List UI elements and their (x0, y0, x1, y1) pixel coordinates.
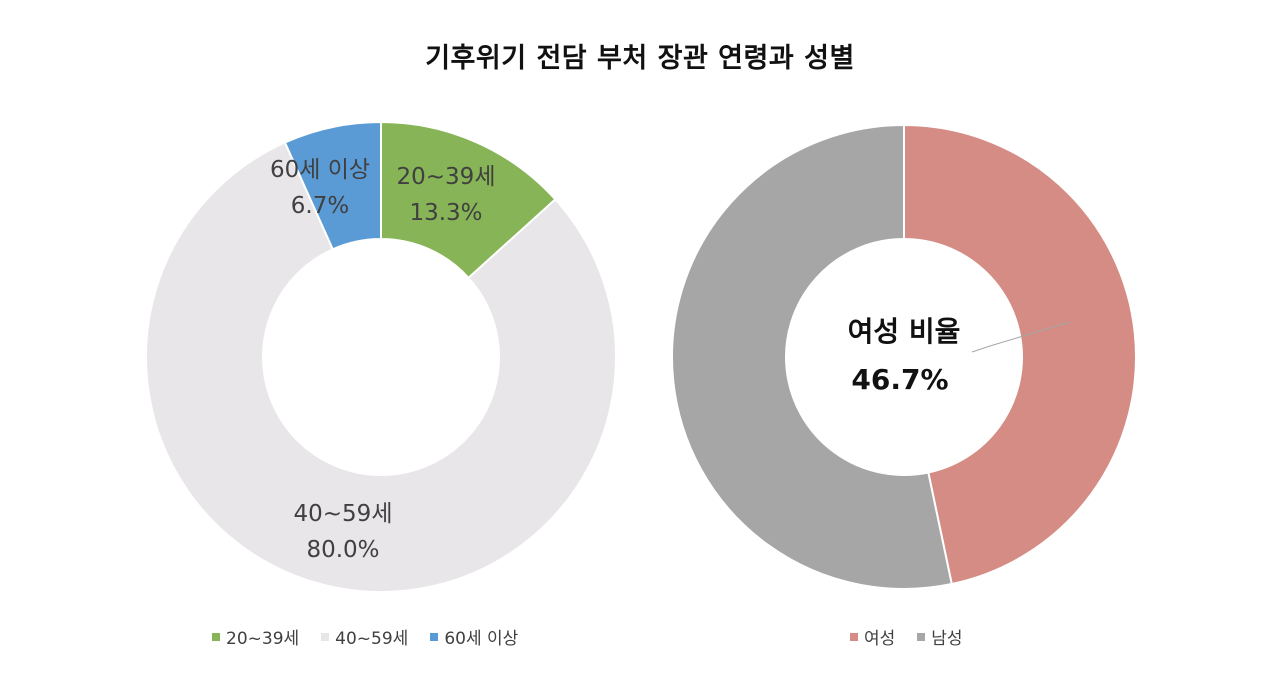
gender-legend-label-0: 여성 (864, 629, 896, 649)
age-value-label-1: 80.0% (306, 537, 379, 563)
gender-legend: 여성 남성 (850, 624, 963, 649)
age-legend-swatch-2 (430, 632, 439, 641)
age-category-label-2: 60세 이상 (270, 157, 370, 183)
age-legend: 20~39세 40~59세 60세 이상 (212, 624, 518, 649)
gender-donut-chart: 여성 비율 46.7% (671, 123, 1137, 590)
gender-legend-item-1: 남성 (917, 624, 963, 649)
age-legend-item-1: 40~59세 (321, 624, 408, 649)
gender-leader-line (971, 321, 1071, 353)
age-category-label-1: 40~59세 (294, 501, 393, 527)
gender-legend-swatch-0 (850, 632, 858, 641)
age-value-label-0: 13.3% (409, 200, 482, 226)
age-legend-swatch-0 (212, 632, 220, 641)
gender-center-title: 여성 비율 (848, 315, 961, 348)
gender-slice-0 (903, 123, 1137, 586)
chart-title: 기후위기 전담 부처 장관 연령과 성별 (425, 43, 855, 74)
age-legend-item-2: 60세 이상 (430, 624, 518, 649)
gender-legend-swatch-1 (917, 632, 926, 641)
age-legend-swatch-1 (321, 632, 330, 641)
age-legend-item-0: 20~39세 (212, 624, 299, 649)
age-legend-label-1: 40~59세 (335, 629, 409, 649)
age-donut-chart: 20~39세 13.3% 40~59세 80.0% 60세 이상 6.7% (145, 120, 617, 593)
age-value-label-2: 6.7% (291, 193, 349, 219)
gender-center-value: 46.7% (851, 363, 948, 396)
age-category-label-0: 20~39세 (397, 164, 496, 190)
age-slice-2 (283, 120, 382, 251)
age-slice-1 (145, 141, 617, 593)
age-legend-label-0: 20~39세 (226, 629, 300, 649)
gender-slice-1 (671, 123, 953, 590)
age-slice-0 (380, 120, 557, 280)
gender-legend-label-1: 남성 (931, 629, 963, 649)
gender-legend-item-0: 여성 (850, 624, 895, 649)
age-legend-label-2: 60세 이상 (444, 629, 519, 649)
